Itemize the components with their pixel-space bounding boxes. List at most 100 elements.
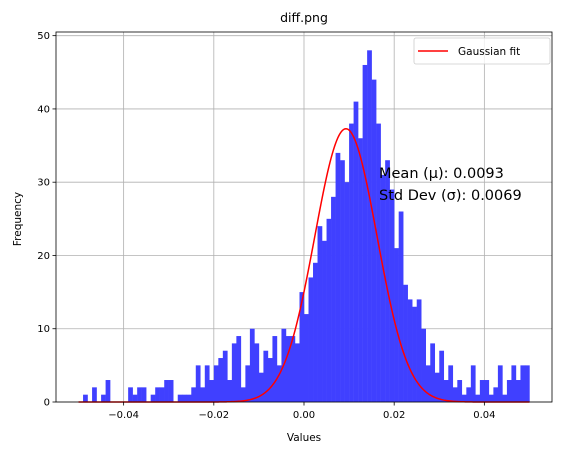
histogram-bar xyxy=(331,196,336,402)
histogram-bar xyxy=(245,365,251,402)
histogram-bar xyxy=(276,365,282,402)
histogram-bar xyxy=(200,387,206,402)
histogram-bar xyxy=(475,394,481,402)
histogram-bar xyxy=(371,79,377,402)
legend-label: Gaussian fit xyxy=(458,46,520,58)
histogram-bar xyxy=(506,380,512,402)
histogram-bar xyxy=(461,394,467,402)
y-tick-label: 50 xyxy=(37,31,50,42)
y-tick-label: 10 xyxy=(37,324,50,335)
histogram-bar xyxy=(398,211,404,402)
histogram-bar xyxy=(308,277,314,402)
y-tick-label: 20 xyxy=(37,251,50,262)
histogram-bar xyxy=(191,387,197,402)
histogram-bar xyxy=(349,123,354,402)
histogram-bar xyxy=(322,240,327,402)
histogram-bar xyxy=(394,248,399,402)
histogram-bar xyxy=(389,189,395,402)
histogram-bar xyxy=(128,387,133,402)
histogram-bar xyxy=(367,50,372,402)
histogram-bar xyxy=(182,394,188,402)
histogram-bar xyxy=(434,372,440,402)
histogram-bar xyxy=(448,365,454,402)
histogram-bar xyxy=(92,387,97,402)
y-axis-ticks: 0 10 20 30 40 50 xyxy=(37,31,56,409)
histogram-bar xyxy=(177,394,183,402)
histogram-bar xyxy=(502,394,508,402)
histogram-bar xyxy=(150,394,156,402)
histogram-bar xyxy=(439,350,445,402)
histogram-bar xyxy=(186,394,192,402)
histogram-bar xyxy=(443,380,449,402)
histogram-bar xyxy=(412,306,417,402)
x-tick-label: −0.02 xyxy=(198,410,229,421)
y-tick-label: 40 xyxy=(37,104,50,115)
histogram-bar xyxy=(254,343,260,402)
histogram-bar xyxy=(511,365,517,402)
histogram-bar xyxy=(101,394,106,402)
histogram-bar xyxy=(515,380,521,402)
histogram-bar xyxy=(344,182,350,402)
histogram-bar xyxy=(403,284,408,402)
histogram-bar xyxy=(267,358,273,402)
histogram-bar xyxy=(263,350,269,402)
histogram-bar xyxy=(294,343,300,402)
histogram-bar xyxy=(141,387,147,402)
histogram-bar xyxy=(313,262,318,402)
histogram-bar xyxy=(137,387,142,402)
x-tick-label: 0.04 xyxy=(473,410,495,421)
histogram-bar xyxy=(376,123,381,402)
y-tick-label: 0 xyxy=(44,398,50,409)
histogram-bar xyxy=(488,394,494,402)
histogram-bar xyxy=(195,365,201,402)
histogram-bar xyxy=(466,387,472,402)
histogram-bar xyxy=(358,138,363,403)
histogram-bars xyxy=(83,50,530,403)
histogram-bar xyxy=(326,218,332,402)
histogram-bar xyxy=(484,380,490,402)
x-tick-label: 0.02 xyxy=(383,410,405,421)
histogram-bar xyxy=(222,350,228,402)
histogram-bar xyxy=(520,365,526,402)
annotation-std: Std Dev (σ): 0.0069 xyxy=(379,188,522,204)
histogram-bar xyxy=(213,365,219,402)
histogram-bar xyxy=(340,160,345,402)
x-tick-label: −0.04 xyxy=(108,410,139,421)
histogram-bar xyxy=(385,160,390,402)
histogram-bar xyxy=(304,314,309,402)
histogram-bar xyxy=(227,380,233,402)
histogram-bar xyxy=(209,380,215,402)
legend-box xyxy=(413,37,551,65)
histogram-bar xyxy=(83,394,88,402)
legend: Gaussian fit xyxy=(413,37,551,65)
histogram-bar xyxy=(299,292,305,402)
histogram-bar xyxy=(407,299,413,402)
histogram-bar xyxy=(452,387,458,402)
x-axis-label: Values xyxy=(287,432,321,444)
histogram-bar xyxy=(231,343,237,402)
histogram-bar xyxy=(457,380,463,402)
histogram-bar xyxy=(421,328,426,402)
annotation-mean: Mean (μ): 0.0093 xyxy=(379,166,504,182)
histogram-bar xyxy=(105,380,111,402)
histogram-bar xyxy=(285,336,291,402)
histogram-bar xyxy=(416,299,422,402)
histogram-bar xyxy=(204,365,210,402)
histogram-bar xyxy=(353,101,359,403)
histogram-bar xyxy=(362,64,368,402)
histogram-bar xyxy=(164,380,169,402)
histogram-bar xyxy=(430,343,436,402)
histogram-bar xyxy=(470,365,476,402)
histogram-bar xyxy=(240,387,246,402)
histogram-bar xyxy=(236,336,242,402)
y-tick-label: 30 xyxy=(37,178,50,189)
histogram-bar xyxy=(159,387,165,402)
histogram-bar xyxy=(380,174,386,402)
histogram-bar xyxy=(493,387,499,402)
x-axis-ticks: −0.04 −0.02 0.00 0.02 0.04 xyxy=(108,402,495,421)
histogram-bar xyxy=(497,365,503,402)
histogram-bar xyxy=(168,380,174,402)
y-axis-label: Frequency xyxy=(12,192,24,246)
histogram-bar xyxy=(290,336,296,402)
